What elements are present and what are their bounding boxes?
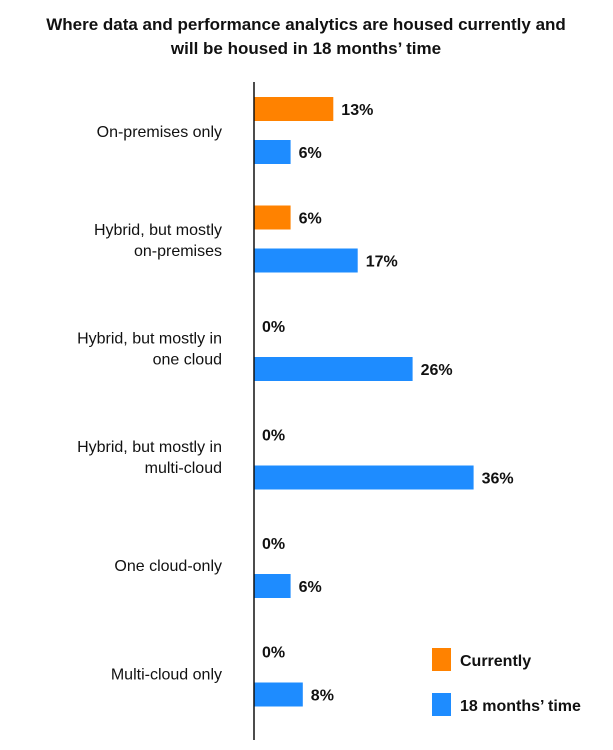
- data-label: 17%: [366, 254, 398, 271]
- category-label: multi-cloud: [145, 460, 222, 477]
- data-label: 6%: [299, 211, 322, 228]
- bars: [254, 97, 474, 707]
- data-label: 6%: [299, 579, 322, 596]
- bar: [254, 205, 291, 230]
- data-label: 0%: [262, 319, 285, 336]
- category-label: Hybrid, but mostly in: [77, 331, 222, 348]
- bar: [254, 140, 291, 164]
- category-label: One cloud-only: [114, 558, 222, 575]
- bar: [254, 682, 303, 707]
- category-label: Multi-cloud only: [111, 667, 222, 684]
- data-label: 0%: [262, 645, 285, 662]
- data-label: 13%: [341, 102, 373, 119]
- category-label: one cloud: [153, 352, 222, 369]
- data-label: 0%: [262, 536, 285, 553]
- chart-title: Where data and performance analytics are…: [46, 15, 566, 58]
- legend-label: 18 months’ time: [460, 698, 581, 715]
- bar: [254, 248, 358, 273]
- data-label: 36%: [482, 471, 514, 488]
- legend-label: Currently: [460, 653, 531, 670]
- legend-swatch: [432, 693, 451, 716]
- category-label: Hybrid, but mostly: [94, 222, 222, 239]
- category-label: on-premises: [134, 243, 222, 260]
- chart-title-line: will be housed in 18 months’ time: [170, 39, 441, 58]
- data-label: 26%: [421, 362, 453, 379]
- bar: [254, 357, 413, 381]
- bar: [254, 97, 334, 121]
- data-label: 6%: [299, 145, 322, 162]
- category-labels: On-premises only Hybrid, but mostly on-pre…: [77, 124, 222, 684]
- legend-swatch: [432, 648, 451, 671]
- category-label: On-premises only: [97, 124, 222, 141]
- legend: Currently 18 months’ time: [432, 648, 581, 716]
- bar: [254, 465, 474, 490]
- bar: [254, 574, 291, 598]
- data-label: 0%: [262, 428, 285, 445]
- category-label: Hybrid, but mostly in: [77, 439, 222, 456]
- data-label: 8%: [311, 688, 334, 705]
- chart-title-line: Where data and performance analytics are…: [46, 15, 566, 34]
- value-labels: 13% 6% 0% 0% 0% 0% 6% 17% 26% 36% 6% 8%: [262, 102, 514, 705]
